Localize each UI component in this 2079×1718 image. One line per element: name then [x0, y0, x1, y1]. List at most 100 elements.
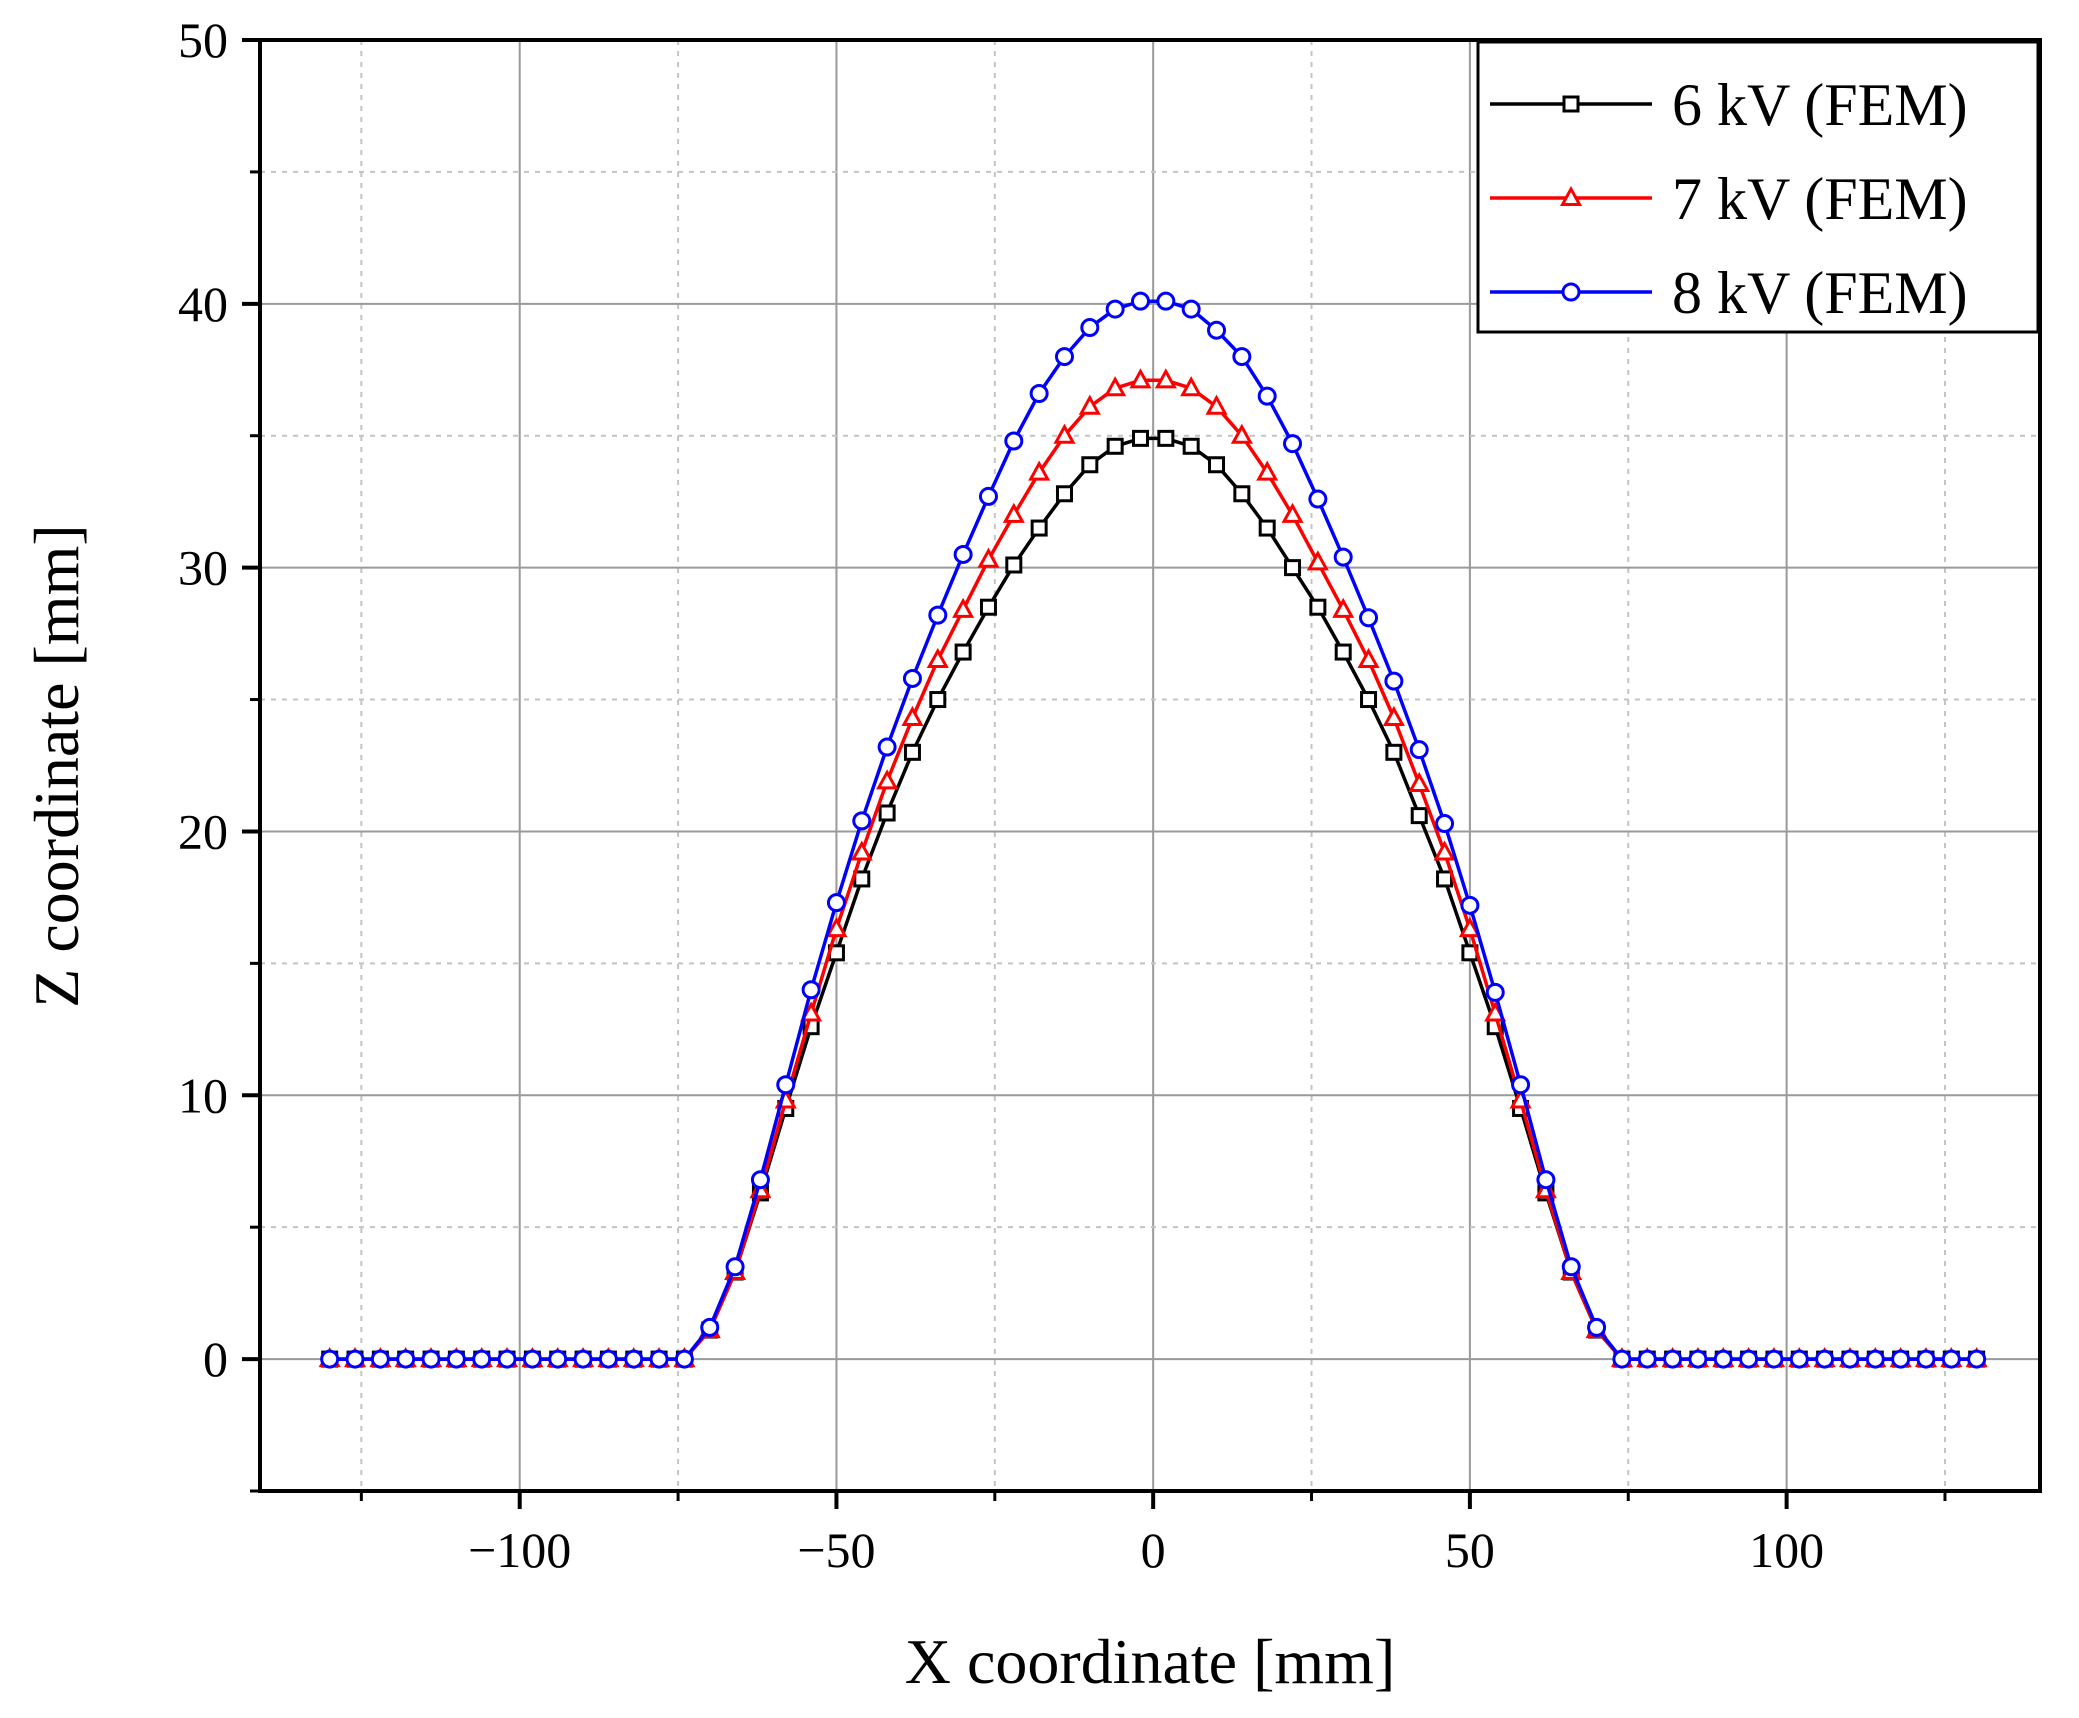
- data-point: [497, 1349, 517, 1369]
- data-point: [902, 668, 922, 688]
- data-point: [1891, 1349, 1911, 1369]
- data-point: [396, 1349, 416, 1369]
- data-point: [1258, 519, 1276, 537]
- data-point: [1357, 647, 1380, 668]
- data-point: [1054, 347, 1074, 367]
- data-point: [1384, 671, 1404, 691]
- legend-label: 7 kV (FEM): [1672, 166, 1968, 232]
- data-point: [1764, 1349, 1784, 1369]
- data-point: [725, 1257, 745, 1277]
- data-point: [1205, 394, 1228, 415]
- data-point: [1281, 502, 1304, 523]
- data-point: [1916, 1349, 1936, 1369]
- legend-label: 8 kV (FEM): [1672, 260, 1968, 326]
- legend-entry: 7 kV (FEM): [1490, 166, 1968, 232]
- data-point: [1029, 384, 1049, 404]
- data-point: [1382, 705, 1405, 727]
- data-point: [903, 743, 921, 761]
- data-point: [1458, 916, 1481, 938]
- series-group: [318, 291, 1988, 1369]
- data-point: [1433, 840, 1456, 861]
- data-point: [700, 1317, 720, 1337]
- data-point: [1055, 485, 1073, 503]
- data-point: [1256, 460, 1279, 481]
- data-point: [1129, 368, 1152, 389]
- data-point: [1840, 1349, 1860, 1369]
- data-point: [1967, 1349, 1987, 1369]
- data-point: [853, 870, 871, 888]
- data-point: [926, 647, 949, 668]
- data-point: [624, 1349, 644, 1369]
- legend-entry: 8 kV (FEM): [1490, 260, 1968, 326]
- data-point: [598, 1349, 618, 1369]
- data-point: [1587, 1317, 1607, 1337]
- data-point: [977, 547, 1000, 568]
- data-point: [1080, 318, 1100, 338]
- data-point: [1230, 423, 1253, 444]
- data-point: [929, 691, 947, 709]
- data-point: [850, 840, 873, 861]
- x-tick-label: 50: [1445, 1522, 1495, 1578]
- data-point: [1941, 1349, 1961, 1369]
- data-point: [1105, 299, 1125, 319]
- data-point: [1408, 771, 1431, 792]
- x-tick-label: 0: [1141, 1522, 1166, 1578]
- data-point: [1815, 1349, 1835, 1369]
- data-point: [1435, 814, 1455, 834]
- data-point: [1104, 376, 1127, 397]
- data-point: [1308, 489, 1328, 509]
- data-point: [548, 1349, 568, 1369]
- data-point: [1410, 807, 1428, 825]
- data-point: [1154, 368, 1177, 389]
- data-point: [472, 1349, 492, 1369]
- data-point: [1028, 460, 1051, 481]
- data-point: [1865, 1349, 1885, 1369]
- data-point: [1106, 437, 1124, 455]
- data-point: [446, 1349, 466, 1369]
- data-point: [1078, 394, 1101, 415]
- data-point: [978, 486, 998, 506]
- data-point: [649, 1349, 669, 1369]
- data-point: [345, 1349, 365, 1369]
- data-point: [1207, 320, 1227, 340]
- data-point: [573, 1349, 593, 1369]
- data-point: [1131, 429, 1149, 447]
- data-point: [1789, 1349, 1809, 1369]
- legend-label: 6 kV (FEM): [1672, 72, 1968, 138]
- y-tick-label: 0: [203, 1331, 228, 1387]
- data-point: [1181, 299, 1201, 319]
- data-point: [826, 893, 846, 913]
- data-point: [952, 597, 975, 618]
- x-tick-label: −50: [797, 1522, 875, 1578]
- data-point: [1053, 423, 1076, 444]
- data-point: [1713, 1349, 1733, 1369]
- data-point: [1536, 1170, 1556, 1190]
- data-point: [1182, 437, 1200, 455]
- data-point: [1284, 559, 1302, 577]
- data-point: [776, 1075, 796, 1095]
- data-point: [1130, 291, 1150, 311]
- legend-marker: [1561, 282, 1581, 302]
- x-tick-label: −100: [468, 1522, 571, 1578]
- y-tick-label: 20: [178, 803, 228, 859]
- y-tick-label: 40: [178, 276, 228, 332]
- data-point: [522, 1349, 542, 1369]
- data-point: [1081, 456, 1099, 474]
- axis-ticks: −100 −50 0 50 100 0 10 20 30 40 50: [178, 12, 1947, 1578]
- data-point: [370, 1349, 390, 1369]
- series-3: [320, 291, 1987, 1369]
- data-point: [1334, 643, 1352, 661]
- data-point: [901, 705, 924, 727]
- data-point: [1156, 291, 1176, 311]
- data-point: [674, 1349, 694, 1369]
- data-point: [825, 916, 848, 938]
- x-axis-title: X coordinate [mm]: [905, 1626, 1396, 1697]
- data-point: [953, 544, 973, 564]
- data-point: [1612, 1349, 1632, 1369]
- data-point: [954, 643, 972, 661]
- data-point: [1005, 556, 1023, 574]
- data-point: [1030, 519, 1048, 537]
- legend-entry: 6 kV (FEM): [1490, 72, 1968, 138]
- data-point: [1002, 502, 1025, 523]
- y-tick-label: 50: [178, 12, 228, 68]
